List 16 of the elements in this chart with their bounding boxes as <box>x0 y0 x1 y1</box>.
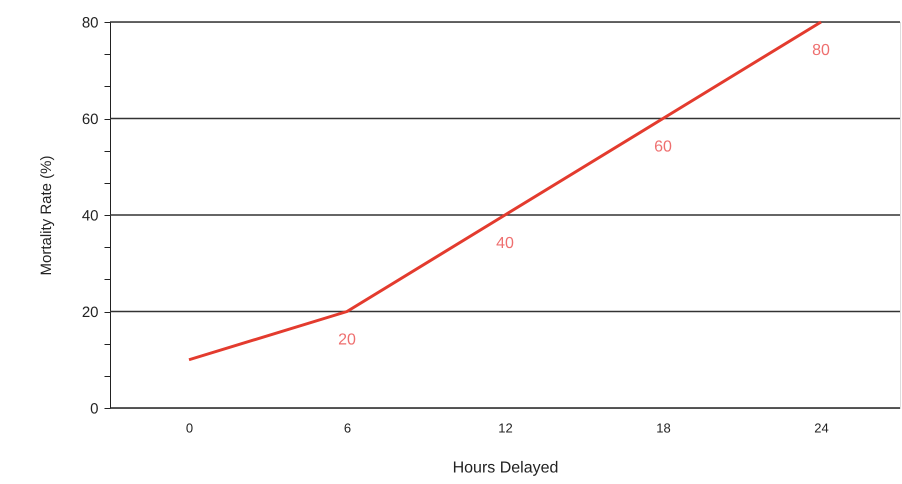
y-tick-label: 60 <box>82 111 98 128</box>
y-tick-label: 40 <box>82 208 98 224</box>
x-axis-title: Hours Delayed <box>452 460 558 476</box>
x-tick-label: 6 <box>344 420 352 436</box>
x-tick-label: 12 <box>498 420 513 436</box>
data-label: 60 <box>654 138 672 156</box>
x-tick-label: 24 <box>814 420 829 436</box>
data-label: 40 <box>496 235 514 252</box>
y-axis-title: Mortality Rate (%) <box>38 155 55 276</box>
x-tick-label: 18 <box>656 420 671 436</box>
data-label: 20 <box>338 332 356 348</box>
x-tick-label: 0 <box>186 420 194 436</box>
y-tick-label: 0 <box>90 400 98 418</box>
y-tick-label: 20 <box>82 304 98 321</box>
y-tick-label: 80 <box>82 14 98 32</box>
data-label: 80 <box>812 42 830 59</box>
